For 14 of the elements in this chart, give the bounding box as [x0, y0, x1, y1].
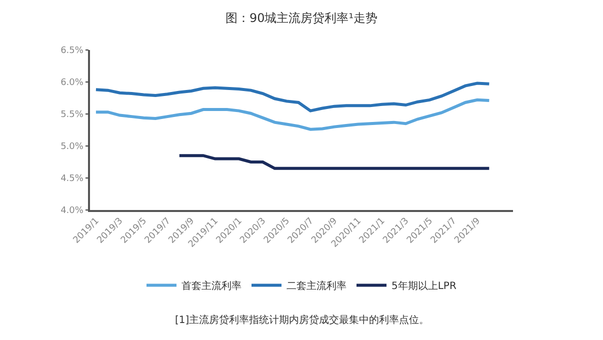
text: [1]主流房贷利率指统计期内房贷成交最集中的利率点位。 — [175, 314, 430, 326]
y-tick-label: 5.0% — [60, 142, 84, 152]
chart-title: 图：90城主流房贷利率¹走势 — [225, 11, 378, 25]
y-tick-label: 4.5% — [60, 174, 84, 184]
line-series — [94, 82, 491, 112]
line-series — [94, 98, 491, 131]
y-tick-label: 6.5% — [60, 46, 84, 56]
legend-label: 5年期以上LPR — [392, 280, 456, 292]
legend-label: 首套主流利率 — [182, 280, 242, 292]
line-series — [178, 154, 491, 170]
y-tick-label: 6.0% — [60, 78, 84, 88]
y-tick-label: 5.5% — [60, 110, 84, 120]
legend-label: 二套主流利率 — [286, 280, 346, 292]
y-tick-label: 4.0% — [60, 206, 84, 216]
